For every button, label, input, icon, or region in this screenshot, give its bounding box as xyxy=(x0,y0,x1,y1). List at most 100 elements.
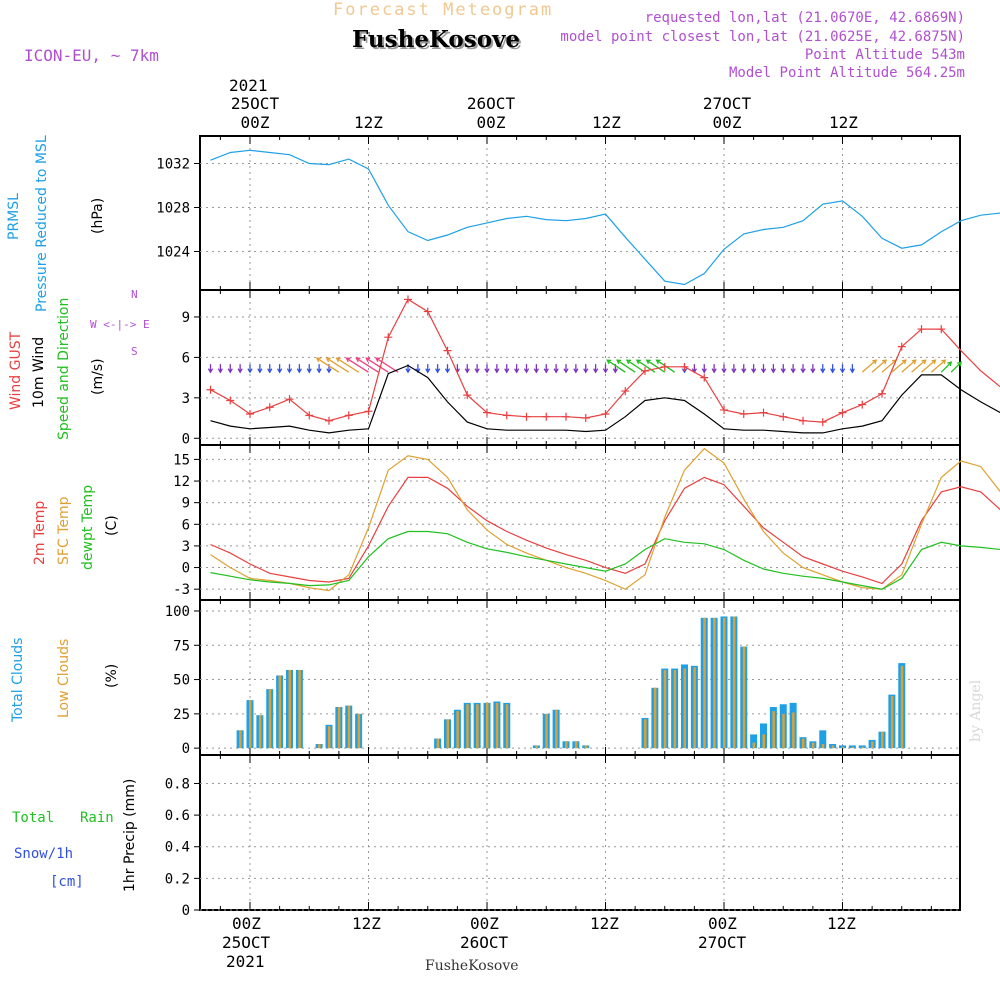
requested-coords: requested lon,lat (21.0670E, 42.6869N) xyxy=(644,10,965,26)
cloud-low-bar xyxy=(890,696,894,749)
wind-gust-marker xyxy=(779,412,788,421)
wind-arrow-head xyxy=(921,359,927,365)
wind-arrow-head xyxy=(247,368,253,374)
wind-arrow-head xyxy=(514,368,520,374)
wind-gust-marker xyxy=(680,362,689,371)
wind-arrow-head xyxy=(543,368,549,374)
wind-arrow-head xyxy=(612,368,618,374)
bottom-date-26oct: 26OCT xyxy=(460,933,509,952)
cloud-low-bar xyxy=(644,719,647,749)
wind-gust-marker xyxy=(858,400,867,409)
wind-arrow xyxy=(636,359,656,373)
y-tick-label: 50 xyxy=(173,673,190,689)
cloud-low-bar xyxy=(456,711,459,749)
y-tick-label: 75 xyxy=(173,638,190,654)
wind-arrow-head xyxy=(563,368,569,374)
compass-we: W <-|-> E xyxy=(90,318,150,331)
wind-gust-marker xyxy=(226,396,235,405)
wind-arrow-head xyxy=(237,368,243,374)
cloud-low-bar xyxy=(762,734,765,749)
wind-arrow xyxy=(950,361,962,373)
cloud-low-bar xyxy=(565,741,568,749)
cloud-low-bar xyxy=(802,738,805,749)
cloud-low-bar xyxy=(683,668,686,749)
wind-arrow-head xyxy=(217,368,223,374)
cloud-low-bar xyxy=(288,669,291,749)
wind-arrow-head xyxy=(839,368,846,374)
wind-arrow-head xyxy=(435,368,441,374)
wind-arrow xyxy=(616,359,636,373)
cloud-low-bar xyxy=(713,617,716,749)
cloud-low-bar xyxy=(436,738,440,749)
bottom-label-12z-2: 12Z xyxy=(590,914,619,933)
wind-gust-marker xyxy=(720,405,728,414)
y-tick-label: 25 xyxy=(173,707,190,723)
wind-gust-marker xyxy=(799,416,807,425)
footer-location: FusheKosove xyxy=(425,958,519,974)
top-label-26oct: 26OCT 00Z xyxy=(466,94,516,132)
y-tick-label: 0 xyxy=(182,431,190,447)
y-tick-label: 9 xyxy=(182,496,190,512)
wind-arrow-head xyxy=(335,357,341,363)
wind-arrow-head xyxy=(731,368,737,374)
top-year: 2021 xyxy=(229,76,268,95)
wind-arrow-head xyxy=(355,357,361,363)
cloud-low-bar xyxy=(258,715,262,749)
bottom-label-12z-1: 12Z xyxy=(352,914,381,933)
panel-frame-3 xyxy=(199,599,961,756)
compass-n: N xyxy=(131,288,138,301)
wind-arrow-head xyxy=(770,368,776,374)
wind-arrow-head xyxy=(645,359,651,365)
wind-gust-marker xyxy=(542,412,551,421)
cloud-low-bar xyxy=(673,669,677,749)
wind-arrow-head xyxy=(296,368,302,374)
wind-arrow-head xyxy=(872,359,878,365)
wind-gust-marker xyxy=(344,411,353,420)
bottom-year: 2021 xyxy=(226,952,265,971)
cloud-low-bar xyxy=(328,726,331,749)
y-tick-label: 6 xyxy=(182,350,190,366)
wind-gust-marker xyxy=(463,391,472,400)
wind-gust-marker xyxy=(206,385,215,394)
top-label-25oct: 25OCT 00Z xyxy=(230,94,280,132)
precip-label-total: Total xyxy=(12,810,55,826)
wind-arrow xyxy=(871,359,887,373)
wind-arrow-head xyxy=(820,368,826,374)
y-tick-label: 0.4 xyxy=(165,840,190,856)
wind-gust-line xyxy=(210,298,1000,423)
wind-arrow-head xyxy=(494,368,500,374)
wind-arrow-head xyxy=(286,368,293,374)
wind-arrow-head xyxy=(882,359,888,365)
wind-arrow-head xyxy=(751,368,757,374)
wind-arrow xyxy=(606,359,626,373)
cloud-low-bar xyxy=(298,669,301,749)
wind-arrow-head xyxy=(207,368,214,374)
location-name: FusheKosove xyxy=(352,26,521,53)
wind-arrow xyxy=(365,357,389,373)
precip-label-cm: [cm] xyxy=(50,874,84,890)
temp-sfc-line xyxy=(210,447,1000,592)
cloud-low-bar xyxy=(505,704,509,749)
wind-gust-marker xyxy=(739,410,748,418)
wind-arrow-head xyxy=(810,368,816,374)
wind-arrow-head xyxy=(901,359,907,365)
top-label-12z-2: 12Z xyxy=(592,113,621,132)
wind-arrow xyxy=(346,357,369,373)
wind-arrow xyxy=(356,357,379,373)
y-tick-label: 1024 xyxy=(156,245,190,261)
wind-arrow-head xyxy=(326,368,332,374)
y-tick-label: 0.6 xyxy=(165,808,190,824)
y-tick-label: 12 xyxy=(173,474,190,490)
wind-arrow xyxy=(375,357,399,373)
y-tick-label: 15 xyxy=(173,452,190,468)
wind-gust-marker xyxy=(384,333,393,342)
wind-arrow xyxy=(626,359,646,373)
wind-arrow xyxy=(881,359,897,373)
wind-arrow xyxy=(336,357,359,373)
bottom-date-27oct: 27OCT xyxy=(698,933,747,952)
y-tick-label: 1032 xyxy=(156,157,190,173)
wind-arrow xyxy=(316,357,340,373)
cloud-low-bar xyxy=(545,713,548,749)
top-label-12z-3: 12Z xyxy=(829,113,858,132)
